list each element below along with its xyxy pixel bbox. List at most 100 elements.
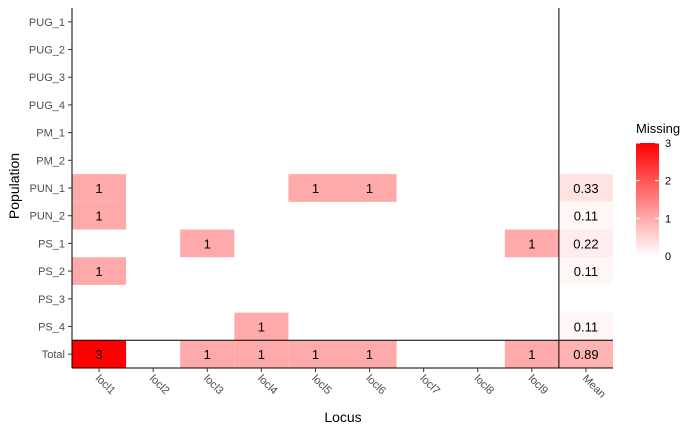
cell-pun-1-locl6 bbox=[342, 174, 397, 202]
x-tick-label-locl5: locl5 bbox=[309, 373, 333, 397]
cell-pun-2-locl4 bbox=[234, 202, 288, 230]
cell-pug-1-locl2 bbox=[126, 8, 180, 36]
cell-ps-2-mean bbox=[558, 257, 613, 285]
cell-label-ps-4-mean: 0.11 bbox=[574, 319, 598, 334]
cell-ps-3-locl7 bbox=[397, 285, 451, 313]
cell-ps-3-locl3 bbox=[180, 285, 234, 313]
y-axis-ticks: PUG_1 PUG_2 PUG_3 PUG_4 PM_1 PM_2 PUN_1 PUN_2 PS… bbox=[29, 17, 72, 361]
cell-pun-1-locl4 bbox=[234, 174, 288, 202]
cell-total-locl6 bbox=[342, 340, 397, 368]
x-tick-label-locl4: locl4 bbox=[255, 373, 279, 397]
cell-pm-1-locl2 bbox=[126, 119, 180, 147]
cell-pug-4-locl4 bbox=[234, 91, 288, 119]
y-tick-label-ps-2: PS_2 bbox=[38, 266, 65, 278]
cell-pun-2-locl6 bbox=[343, 202, 397, 230]
cell-ps-2-locl4 bbox=[234, 257, 288, 285]
cell-total-locl8 bbox=[451, 340, 505, 368]
y-tick-label-ps-1: PS_1 bbox=[38, 238, 65, 250]
cell-pm-2-locl2 bbox=[126, 146, 180, 174]
cell-pun-2-locl8 bbox=[451, 202, 505, 230]
cell-total-locl2 bbox=[126, 340, 180, 368]
cell-label-total-locl5: 1 bbox=[312, 347, 319, 362]
cell-ps-4-locl5 bbox=[288, 313, 342, 341]
cell-pug-3-locl3 bbox=[180, 63, 234, 91]
cell-pun-2-locl7 bbox=[397, 202, 451, 230]
cell-pun-2-mean bbox=[558, 201, 613, 230]
cell-total-locl7 bbox=[397, 340, 451, 368]
cell-label-ps-2-locl1: 1 bbox=[95, 264, 102, 279]
cell-pug-3-locl8 bbox=[451, 63, 505, 91]
y-tick-label-pug-3: PUG_3 bbox=[29, 72, 65, 84]
cell-pug-1-mean bbox=[559, 8, 613, 36]
cell-ps-1-locl5 bbox=[288, 230, 342, 258]
legend-colorbar bbox=[636, 143, 659, 256]
cell-pun-2-locl3 bbox=[180, 202, 234, 230]
cell-pm-2-locl1 bbox=[72, 146, 126, 174]
cell-pm-2-locl9 bbox=[505, 146, 559, 174]
cell-pm-1-locl7 bbox=[397, 119, 451, 147]
cell-ps-4-locl3 bbox=[180, 313, 234, 341]
x-tick-label-locl7: locl7 bbox=[418, 373, 442, 397]
cell-ps-4-locl2 bbox=[126, 313, 180, 341]
cell-label-pun-2-mean: 0.11 bbox=[574, 209, 598, 224]
y-tick-label-pm-2: PM_2 bbox=[36, 155, 65, 167]
cell-ps-4-locl6 bbox=[343, 313, 397, 341]
cell-pug-1-locl5 bbox=[288, 8, 342, 36]
cell-ps-2-locl6 bbox=[343, 257, 397, 285]
legend-tick-label: 3 bbox=[665, 138, 671, 150]
cell-pug-2-locl6 bbox=[343, 36, 397, 64]
legend-tick-label: 2 bbox=[665, 176, 671, 188]
cell-ps-4-locl7 bbox=[397, 313, 451, 341]
cell-pug-1-locl7 bbox=[397, 8, 451, 36]
cell-ps-4-locl9 bbox=[505, 313, 559, 341]
cell-ps-1-locl4 bbox=[234, 230, 288, 258]
cell-pug-1-locl6 bbox=[343, 8, 397, 36]
cell-total-locl3 bbox=[180, 340, 235, 368]
cell-total-locl1 bbox=[72, 340, 127, 368]
cell-pug-1-locl4 bbox=[234, 8, 288, 36]
cell-pug-2-locl4 bbox=[234, 36, 288, 64]
cell-pug-2-locl5 bbox=[288, 36, 342, 64]
cell-ps-1-mean bbox=[558, 229, 613, 258]
cell-ps-3-locl5 bbox=[288, 285, 342, 313]
cell-total-mean bbox=[558, 340, 613, 368]
cell-ps-2-locl9 bbox=[505, 257, 559, 285]
cell-pun-1-locl1 bbox=[72, 174, 127, 202]
cell-ps-4-locl1 bbox=[72, 313, 126, 341]
cell-ps-3-locl4 bbox=[234, 285, 288, 313]
cell-label-total-mean: 0.89 bbox=[573, 347, 598, 362]
x-tick-label-locl2: locl2 bbox=[147, 373, 171, 397]
y-axis-title: Population bbox=[6, 153, 22, 219]
heatmap-cells: 1 1 1 0.33 1 0.11 1 1 0.22 1 0.11 1 0.11 3 1 1 1 1 1 0.89 bbox=[72, 8, 613, 368]
cell-pug-4-locl9 bbox=[505, 91, 559, 119]
cell-ps-2-locl3 bbox=[180, 257, 234, 285]
y-tick-label-pun-1: PUN_1 bbox=[30, 183, 65, 195]
legend-tick-label: 0 bbox=[665, 251, 671, 263]
cell-label-pun-1-locl1: 1 bbox=[95, 181, 102, 196]
cell-total-locl4 bbox=[234, 340, 289, 368]
cell-pug-2-locl9 bbox=[505, 36, 559, 64]
cell-pug-3-locl4 bbox=[234, 63, 288, 91]
legend-ticks: 0 1 2 3 bbox=[636, 138, 671, 263]
cell-pm-1-locl1 bbox=[72, 119, 126, 147]
cell-pug-1-locl8 bbox=[451, 8, 505, 36]
legend-tick-label: 1 bbox=[665, 213, 671, 225]
cell-pug-3-locl6 bbox=[343, 63, 397, 91]
x-axis-title: Locus bbox=[324, 409, 361, 425]
cell-pug-4-locl7 bbox=[397, 91, 451, 119]
cell-pm-1-locl8 bbox=[451, 119, 505, 147]
cell-pug-3-locl1 bbox=[72, 63, 126, 91]
cell-ps-3-locl2 bbox=[126, 285, 180, 313]
cell-label-pun-1-mean: 0.33 bbox=[573, 181, 598, 196]
cell-pm-2-mean bbox=[559, 146, 613, 174]
y-tick-label-total: Total bbox=[42, 349, 65, 361]
cell-pug-1-locl3 bbox=[180, 8, 234, 36]
cell-pug-4-locl6 bbox=[343, 91, 397, 119]
y-tick-label-ps-4: PS_4 bbox=[38, 321, 65, 333]
cell-ps-3-locl6 bbox=[343, 285, 397, 313]
x-tick-label-locl1: locl1 bbox=[93, 373, 117, 397]
cell-pug-3-locl5 bbox=[288, 63, 342, 91]
cell-ps-1-locl6 bbox=[343, 230, 397, 258]
y-tick-label-pug-1: PUG_1 bbox=[29, 17, 65, 29]
cell-ps-2-locl7 bbox=[397, 257, 451, 285]
